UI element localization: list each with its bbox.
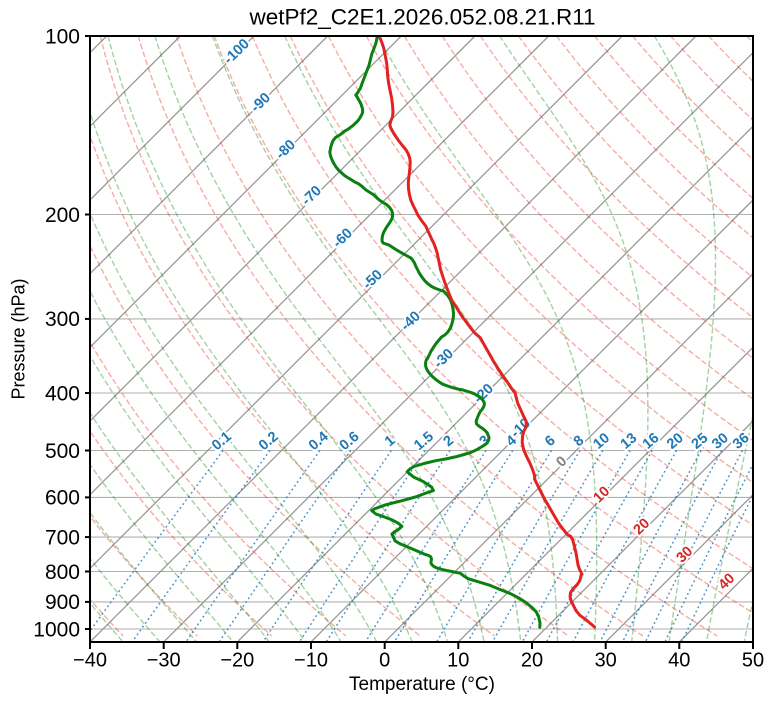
svg-text:1000: 1000 — [33, 618, 80, 641]
svg-text:200: 200 — [45, 204, 80, 227]
svg-text:10: 10 — [447, 650, 469, 672]
svg-text:Pressure (hPa): Pressure (hPa) — [9, 278, 29, 399]
svg-text:900: 900 — [45, 591, 80, 614]
svg-text:−40: −40 — [73, 650, 107, 672]
svg-text:500: 500 — [45, 440, 80, 463]
svg-text:wetPf2_C2E1.2026.052.08.21.R11: wetPf2_C2E1.2026.052.08.21.R11 — [248, 5, 595, 30]
svg-text:50: 50 — [742, 650, 764, 672]
svg-text:100: 100 — [45, 25, 80, 48]
svg-text:20: 20 — [521, 650, 543, 672]
svg-text:700: 700 — [45, 526, 80, 549]
svg-text:600: 600 — [45, 487, 80, 510]
svg-text:800: 800 — [45, 561, 80, 584]
svg-text:400: 400 — [45, 382, 80, 405]
svg-text:−10: −10 — [294, 650, 328, 672]
svg-text:0: 0 — [379, 650, 390, 672]
svg-text:40: 40 — [668, 650, 690, 672]
svg-text:Temperature (°C): Temperature (°C) — [349, 674, 495, 695]
svg-text:300: 300 — [45, 308, 80, 331]
svg-text:30: 30 — [595, 650, 617, 672]
svg-text:−30: −30 — [147, 650, 181, 672]
svg-text:−20: −20 — [220, 650, 254, 672]
